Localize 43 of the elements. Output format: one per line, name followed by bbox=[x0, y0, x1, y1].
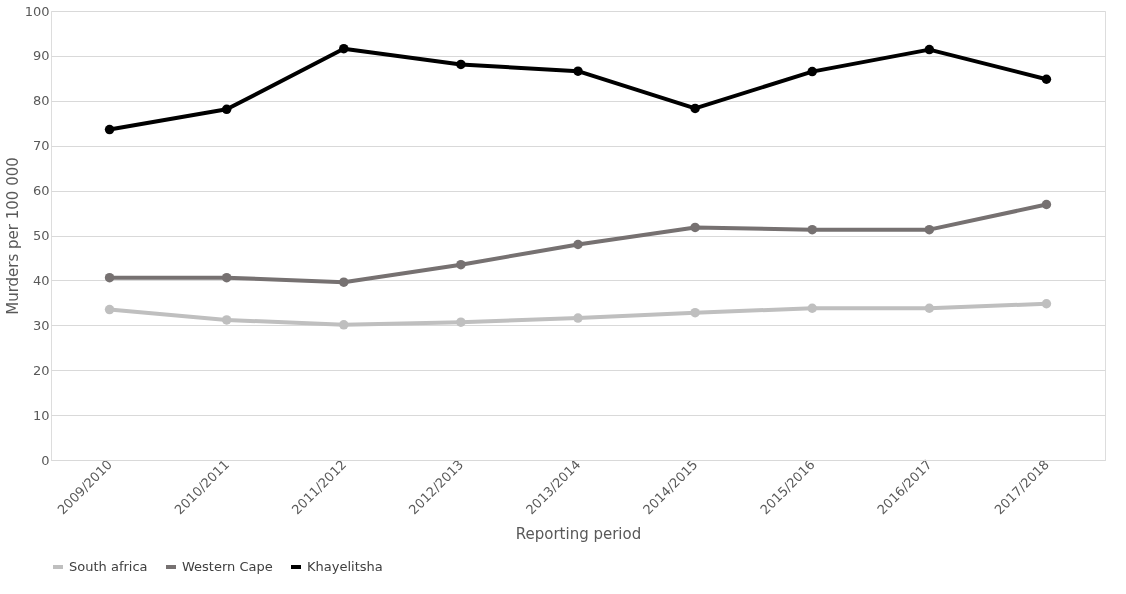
point bbox=[690, 307, 700, 318]
y-tick-label: 50 bbox=[32, 228, 50, 243]
y-tick-label: 0 bbox=[41, 452, 50, 468]
y-tick-label: 90 bbox=[32, 48, 50, 64]
point bbox=[456, 317, 466, 327]
point bbox=[573, 66, 583, 76]
point bbox=[690, 222, 700, 233]
point bbox=[456, 259, 466, 270]
y-tick-label: 100 bbox=[24, 3, 50, 19]
point bbox=[221, 104, 232, 115]
point bbox=[339, 43, 349, 54]
point bbox=[104, 124, 115, 135]
point bbox=[924, 44, 935, 55]
y-tick-label: 70 bbox=[32, 138, 50, 154]
point bbox=[807, 66, 817, 77]
point bbox=[339, 320, 349, 330]
y-tick-label: 30 bbox=[32, 317, 50, 333]
y-tick-label: 40 bbox=[32, 272, 50, 288]
y-tick-label: 20 bbox=[32, 362, 50, 378]
legend-label: Western Cape bbox=[182, 559, 273, 574]
y-tick-label: 60 bbox=[32, 183, 50, 199]
point bbox=[221, 315, 232, 325]
y-tick-label: 10 bbox=[32, 407, 50, 423]
point bbox=[104, 272, 115, 283]
point bbox=[807, 303, 817, 313]
point bbox=[104, 304, 115, 315]
y-tick-label: 80 bbox=[32, 93, 50, 109]
point bbox=[339, 277, 349, 287]
point bbox=[1041, 74, 1052, 84]
y-axis-title: Murders per 100 000 bbox=[3, 157, 22, 315]
point bbox=[924, 224, 935, 235]
legend-label: Khayelitsha bbox=[307, 559, 383, 574]
point bbox=[1041, 299, 1052, 309]
point bbox=[573, 313, 583, 323]
point bbox=[221, 272, 232, 283]
point bbox=[1041, 199, 1052, 210]
legend-label: South africa bbox=[69, 559, 148, 574]
point bbox=[807, 224, 817, 235]
point bbox=[573, 239, 583, 250]
point bbox=[456, 59, 466, 70]
point bbox=[690, 103, 700, 114]
point bbox=[924, 303, 935, 313]
x-axis-title: Reporting period bbox=[515, 525, 642, 544]
